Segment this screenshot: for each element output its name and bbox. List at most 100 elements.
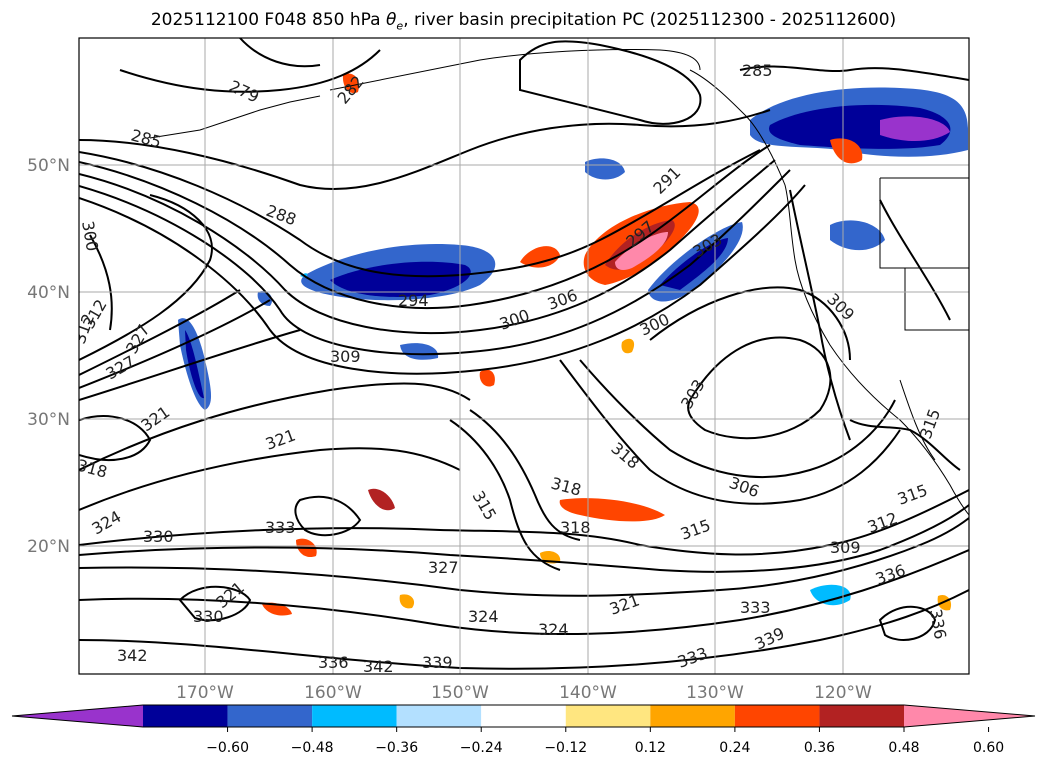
contour-label: 300 [78,219,102,252]
shade-negative-5 [585,158,625,180]
contour-line [79,504,969,573]
colorbar-tick-label: −0.12 [544,740,587,756]
contour-line [79,489,969,556]
contour-line [879,199,951,321]
precipitation-shading [178,73,968,616]
lat-tick-label: 50°N [27,156,70,176]
theta-e-contours [79,38,969,670]
contour-label: 342 [363,657,394,676]
contour-line [739,65,969,81]
contour-line [79,194,213,361]
contour-label: 327 [428,558,459,577]
contour-label: 294 [398,291,429,310]
contour-line [79,589,969,670]
contour-label: 342 [117,646,148,665]
contour-line [79,289,241,376]
contour-line [178,585,252,622]
shade-negative-7 [400,343,439,360]
contour-label: 336 [318,653,349,672]
contour-line [559,359,901,505]
contour-label: 318 [560,518,591,537]
contour-label: 333 [740,598,771,617]
shade-positive-2 [520,246,560,268]
shade-positive-7 [342,73,359,94]
contour-label: 333 [265,518,296,537]
shade-negative-8 [810,584,851,606]
shade-positive-10 [621,338,635,354]
contour-line [79,109,771,190]
shade-positive-5 [368,488,395,511]
contour-line [789,189,851,441]
contour-line [878,605,937,641]
lon-tick-label: 130°W [686,683,744,703]
contour-line [294,495,362,537]
shade-negative-6 [830,220,885,251]
state-border-3 [904,268,969,331]
contour-line [519,40,702,125]
contour-label: 309 [330,347,361,366]
contour-line [79,184,806,375]
contour-line [79,144,771,310]
map-frame [78,37,970,675]
colorbar-extend-high [904,705,1035,727]
colorbar-cell [819,705,904,727]
north-america-coast [689,69,969,516]
contour-label: 330 [143,527,174,546]
lon-tick-labels: 170°W 160°W 150°W 140°W 130°W 120°W [176,683,872,703]
colorbar-cell [312,705,397,727]
contour-line [79,415,152,461]
colorbar-tick-label: −0.24 [460,740,503,756]
title-suffix: , river basin precipitation PC (20251123… [403,10,897,30]
lat-tick-labels: 50°N 40°N 30°N 20°N [27,156,70,557]
contour-line [79,549,969,636]
contour-label: 324 [538,620,569,639]
shade-negative-2-core [660,238,728,290]
coastlines [149,49,969,516]
colorbar-cell [734,705,820,727]
contour-line [79,149,761,278]
contour-line [687,336,832,440]
lon-tick-label: 170°W [176,683,234,703]
colorbar-tick-label: 0.36 [804,740,835,756]
shade-negative-3-peak [880,116,950,141]
contour-line [469,409,581,541]
colorbar-cell [396,705,482,727]
shade-positive-4 [559,498,665,522]
contour-label: 309 [830,538,861,557]
colorbar-tick-label: 0.60 [973,740,1004,756]
shade-positive-3 [830,138,863,164]
shade-positive-12 [399,594,415,609]
contour-line [79,299,271,389]
colorbar-tick-label: 0.12 [635,740,666,756]
colorbar-extend-low [12,705,143,727]
contour-line [579,359,896,479]
title-theta-subscript: e [396,19,404,33]
shade-negative-4-core [185,330,204,399]
contour-line [119,49,381,93]
shade-positive-6 [479,369,495,387]
colorbar-cell [481,705,566,727]
lon-tick-label: 160°W [304,683,362,703]
colorbar-outline [11,704,1036,728]
contour-line [79,329,301,401]
colorbar: −0.60 −0.48 −0.36 −0.24 −0.12 0.12 0.24 0.36 0.4… [11,704,1036,756]
contour-label: 339 [422,653,453,672]
baja-coast [899,379,936,461]
contour-line [79,169,791,356]
map-title: 2025112100 F048 850 hPa θe, river basin … [0,10,1047,32]
colorbar-tick-label: −0.48 [291,740,334,756]
title-prefix: 2025112100 F048 850 hPa [150,10,386,30]
lat-tick-label: 40°N [27,283,70,303]
colorbar-cell [143,705,228,727]
shade-positive-1-peak [615,232,668,270]
contour-line [79,447,461,511]
title-theta-symbol: θ [386,10,397,30]
colorbar-tick-label: −0.36 [375,740,418,756]
colorbar-tick-label: 0.24 [719,740,750,756]
aleutian-islands [149,95,321,139]
contour-line [79,159,776,335]
colorbar-tick-label: −0.60 [206,740,249,756]
contour-label: 330 [193,607,224,626]
lat-tick-label: 20°N [27,537,70,557]
